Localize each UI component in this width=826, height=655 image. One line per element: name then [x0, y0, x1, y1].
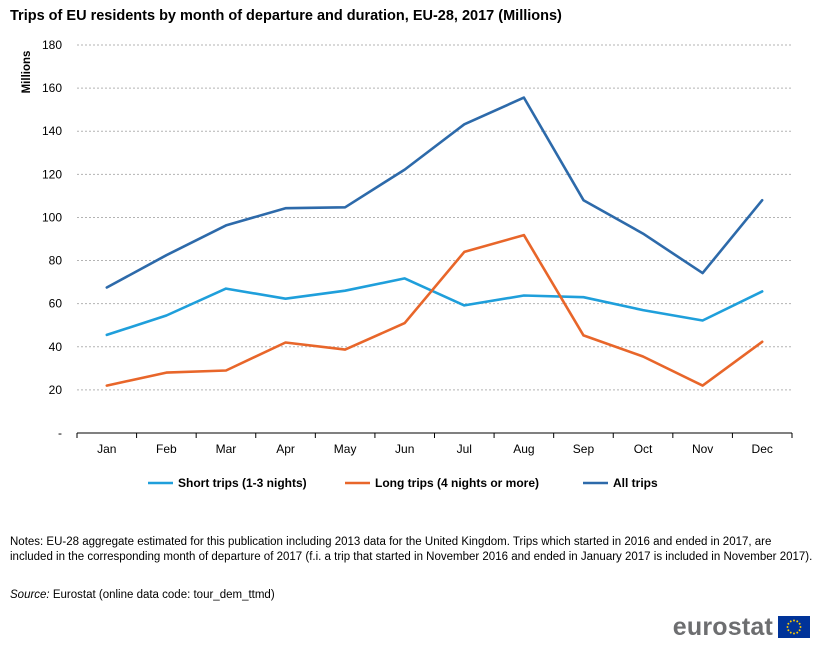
series-line-2 — [105, 233, 764, 387]
chart-title: Trips of EU residents by month of depart… — [10, 8, 562, 24]
flag-star — [796, 631, 799, 634]
x-tick-label: Nov — [692, 442, 713, 456]
y-tick-label: 120 — [42, 167, 62, 181]
eurostat-logo: eurostat — [672, 612, 810, 641]
x-tick-label: Oct — [634, 442, 653, 456]
y-tick-label: - — [58, 426, 62, 440]
y-tick-label: 60 — [49, 297, 63, 311]
y-tick-label: 20 — [49, 383, 63, 397]
chart-notes: Notes: EU-28 aggregate estimated for thi… — [10, 536, 813, 563]
chart-source: Source: Eurostat (online data code: tour… — [10, 589, 275, 601]
x-tick-label: Jul — [457, 442, 472, 456]
flag-star — [793, 632, 795, 635]
source-label: Source: — [10, 589, 50, 601]
line-chart: Millions - 20 40 60 80 100 120 140 160 180 Jan Feb… — [21, 38, 793, 490]
logo-text: eurostat — [672, 612, 773, 641]
flag-star — [787, 622, 790, 625]
legend: Short trips (1-3 nights) Long trips (4 ni… — [148, 476, 658, 490]
eu-flag-icon — [778, 616, 810, 638]
flag-star — [793, 619, 795, 622]
gridlines — [77, 44, 792, 391]
flag-star — [786, 626, 789, 628]
legend-label-2: Long trips (4 nights or more) — [375, 476, 539, 490]
x-tick-label: Dec — [752, 442, 773, 456]
series-lines — [105, 96, 764, 387]
flag-star — [798, 622, 801, 625]
x-tick-label: May — [334, 442, 357, 456]
y-tick-label: 40 — [49, 340, 63, 354]
y-tick-label: 100 — [42, 210, 62, 224]
source-text: Eurostat (online data code: tour_dem_ttm… — [49, 589, 275, 601]
x-tick-label: Jun — [395, 442, 414, 456]
flag-field — [778, 616, 810, 638]
y-tick-label: 160 — [42, 81, 62, 95]
axes — [76, 432, 793, 438]
y-tick-label: 80 — [49, 254, 63, 268]
flag-star — [798, 629, 801, 632]
flag-star — [789, 631, 792, 634]
series-line-1 — [105, 277, 764, 337]
flag-star — [787, 629, 790, 632]
flag-star — [789, 620, 792, 623]
x-tick-labels: Jan Feb Mar Apr May Jun Jul Aug Sep Oct Nov Dec — [97, 442, 773, 456]
legend-label-3: All trips — [613, 476, 658, 490]
x-tick-label: Mar — [216, 442, 237, 456]
y-axis-label: Millions — [21, 51, 33, 94]
x-tick-label: Jan — [97, 442, 116, 456]
x-tick-label: Aug — [513, 442, 534, 456]
flag-star — [796, 620, 799, 623]
x-tick-label: Feb — [156, 442, 177, 456]
x-tick-label: Sep — [573, 442, 595, 456]
flag-star — [799, 626, 802, 628]
series-line-3 — [105, 96, 764, 289]
x-tick-label: Apr — [276, 442, 295, 456]
legend-label-1: Short trips (1-3 nights) — [178, 476, 307, 490]
y-tick-labels: - 20 40 60 80 100 120 140 160 180 — [42, 38, 62, 440]
y-tick-label: 140 — [42, 124, 62, 138]
y-tick-label: 180 — [42, 38, 62, 52]
